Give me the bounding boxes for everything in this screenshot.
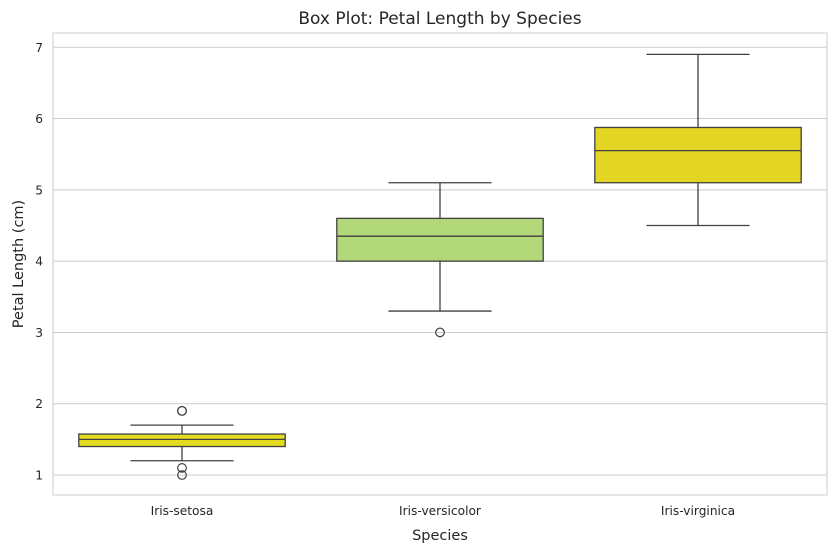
outlier-point [177, 470, 187, 480]
plot-frame [52, 32, 828, 496]
box-group-iris-setosa [78, 405, 286, 480]
box-group-iris-virginica [594, 53, 802, 227]
iqr-box [336, 217, 544, 262]
iqr-box [78, 433, 286, 448]
x-axis-label: Species [412, 528, 468, 544]
y-tick-label: 4 [35, 255, 43, 269]
y-axis-label: Petal Length (cm) [11, 200, 27, 328]
y-tick-label: 3 [35, 326, 43, 340]
y-tick-label: 5 [35, 183, 43, 197]
y-tick-label: 2 [35, 397, 43, 411]
iqr-box [594, 126, 802, 184]
outlier-point [177, 405, 187, 416]
x-tick-label: Iris-virginica [661, 504, 735, 518]
outlier-point [177, 463, 187, 473]
y-tick-label: 1 [35, 469, 43, 483]
y-tick-label: 6 [35, 112, 43, 126]
x-tick-label: Iris-versicolor [399, 504, 482, 518]
y-axis-ticks: 1 2 3 4 5 6 7 [35, 41, 43, 483]
boxes [78, 53, 802, 480]
box-group-iris-versicolor [336, 182, 544, 338]
y-tick-label: 7 [35, 41, 43, 55]
chart-title: Box Plot: Petal Length by Species [298, 9, 581, 29]
outlier-point [435, 327, 445, 338]
x-axis-ticks: Iris-setosa Iris-versicolor Iris-virginica [151, 504, 735, 518]
x-tick-label: Iris-setosa [151, 504, 214, 518]
